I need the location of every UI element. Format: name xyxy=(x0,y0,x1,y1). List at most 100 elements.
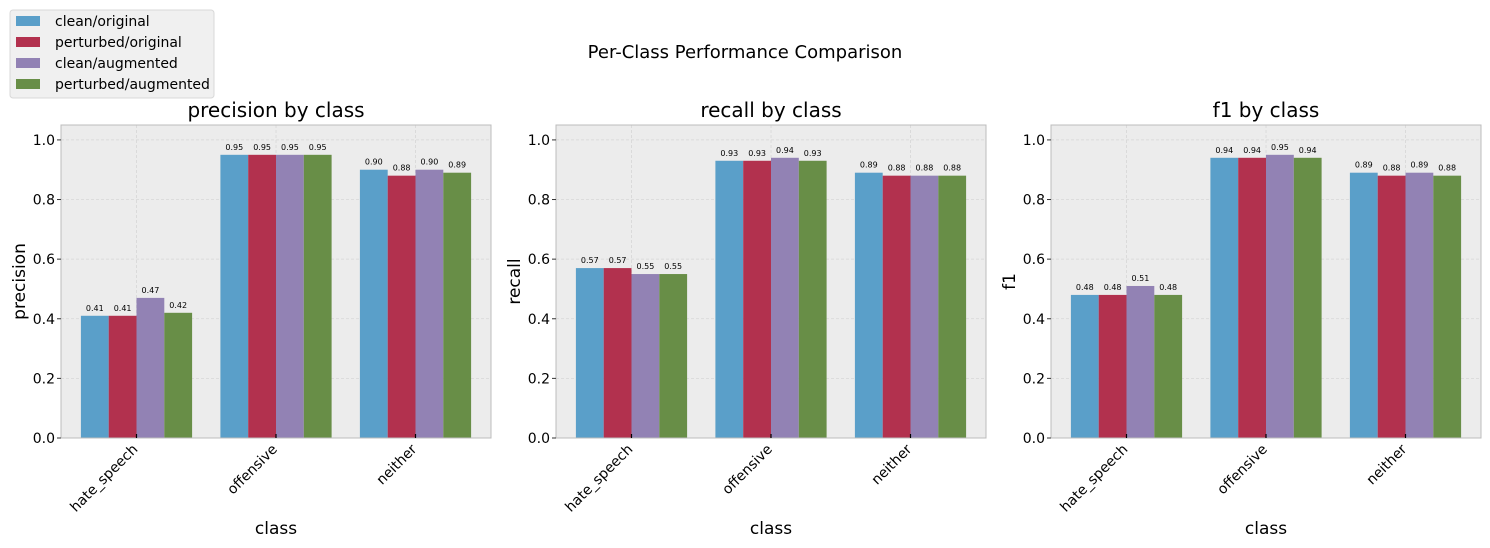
bar-value-label: 0.55 xyxy=(636,262,654,271)
bar-value-label: 0.90 xyxy=(365,158,383,167)
bar-value-label: 0.41 xyxy=(86,304,104,313)
bar xyxy=(771,157,799,439)
figure-title: Per-Class Performance Comparison xyxy=(588,42,903,63)
bar-value-label: 0.93 xyxy=(748,149,766,158)
bar-value-label: 0.93 xyxy=(804,149,822,158)
bar xyxy=(1070,294,1099,438)
bar-value-label: 0.57 xyxy=(609,256,627,265)
y-tick-label: 0.6 xyxy=(33,252,55,268)
bar xyxy=(659,274,688,438)
bar-value-label: 0.89 xyxy=(1410,161,1428,170)
x-tick-label: offensive xyxy=(224,442,280,498)
bar-value-label: 0.94 xyxy=(776,146,794,155)
bar-value-label: 0.88 xyxy=(393,164,411,173)
bar xyxy=(743,160,771,438)
panel-title: precision by class xyxy=(187,98,364,122)
bar xyxy=(603,268,632,438)
bar xyxy=(136,297,165,438)
x-tick-label: hate_speech xyxy=(1057,442,1131,516)
bar xyxy=(108,315,137,438)
y-tick-label: 0.8 xyxy=(1023,193,1045,209)
bar xyxy=(415,169,444,438)
bar xyxy=(1349,172,1378,438)
bar-value-label: 0.48 xyxy=(1104,283,1122,292)
chart-panels: 0.41 0.95 0.90 0.41 0.95 0.88 0.47 0.95 0.90 0.42… xyxy=(10,98,1482,539)
bar xyxy=(854,172,883,438)
y-tick-label: 0.4 xyxy=(1023,312,1045,328)
y-axis-label: recall xyxy=(505,258,525,304)
y-tick-label: 0.2 xyxy=(33,371,55,387)
legend-swatch xyxy=(16,79,40,89)
y-tick-label: 0.6 xyxy=(528,252,550,268)
x-axis-label: class xyxy=(255,519,297,539)
legend-swatch xyxy=(16,37,40,47)
bar xyxy=(1154,294,1183,438)
bar xyxy=(1210,157,1239,439)
bar-value-label: 0.57 xyxy=(581,256,599,265)
y-tick-label: 0.6 xyxy=(1023,252,1045,268)
bar xyxy=(1098,294,1127,438)
bar xyxy=(938,175,967,438)
bar-value-label: 0.90 xyxy=(420,158,438,167)
bar xyxy=(1377,175,1406,438)
x-tick-label: neither xyxy=(374,441,421,488)
bar-value-label: 0.89 xyxy=(1355,161,1373,170)
bar-value-label: 0.55 xyxy=(664,262,682,271)
bar xyxy=(276,154,304,439)
bar-value-label: 0.95 xyxy=(281,143,299,152)
legend-frame xyxy=(9,9,215,99)
y-axis-label: precision xyxy=(10,243,30,320)
bar xyxy=(80,315,109,438)
bar-value-label: 0.94 xyxy=(1243,146,1261,155)
x-axis-label: class xyxy=(1245,519,1287,539)
bar xyxy=(1293,157,1322,439)
x-tick-label: neither xyxy=(1364,441,1411,488)
y-tick-label: 0.0 xyxy=(1023,431,1045,447)
bar xyxy=(575,268,604,438)
bar-value-label: 0.88 xyxy=(915,164,933,173)
bar xyxy=(303,154,332,439)
bar-value-label: 0.48 xyxy=(1076,283,1094,292)
x-axis-label: class xyxy=(750,519,792,539)
bar xyxy=(910,175,939,438)
bar-value-label: 0.51 xyxy=(1131,274,1149,283)
panel-title: f1 by class xyxy=(1213,98,1320,122)
x-tick-label: offensive xyxy=(1214,442,1270,498)
bar-value-label: 0.95 xyxy=(309,143,327,152)
y-tick-label: 0.4 xyxy=(528,312,550,328)
legend-swatch xyxy=(16,16,40,26)
bar-value-label: 0.47 xyxy=(141,286,159,295)
bar xyxy=(798,160,827,438)
bar xyxy=(248,154,276,439)
x-tick-label: hate_speech xyxy=(562,442,636,516)
bar-value-label: 0.41 xyxy=(114,304,132,313)
bar-value-label: 0.95 xyxy=(253,143,271,152)
bar xyxy=(1266,154,1294,439)
bar xyxy=(164,312,193,438)
bar xyxy=(359,169,388,438)
legend-label: clean/original xyxy=(55,14,150,30)
bar-value-label: 0.89 xyxy=(448,161,466,170)
bar xyxy=(1405,172,1434,438)
bar-value-label: 0.42 xyxy=(169,301,187,310)
chart-panel-3: 0.48 0.94 0.89 0.48 0.94 0.88 0.51 0.95 0.89 0.48… xyxy=(1000,98,1482,539)
x-tick-label: hate_speech xyxy=(67,442,141,516)
bar-value-label: 0.94 xyxy=(1215,146,1233,155)
bar xyxy=(715,160,744,438)
bar xyxy=(1433,175,1462,438)
bar-value-label: 0.88 xyxy=(1383,164,1401,173)
bar-value-label: 0.88 xyxy=(1438,164,1456,173)
y-tick-label: 0.2 xyxy=(528,371,550,387)
y-tick-label: 0.0 xyxy=(33,431,55,447)
chart-panel-1: 0.41 0.95 0.90 0.41 0.95 0.88 0.47 0.95 0.90 0.42… xyxy=(10,98,492,539)
bar-value-label: 0.89 xyxy=(860,161,878,170)
y-axis-label: f1 xyxy=(1000,273,1020,290)
y-tick-label: 0.2 xyxy=(1023,371,1045,387)
bar-value-label: 0.88 xyxy=(943,164,961,173)
legend: clean/original perturbed/original clean/au… xyxy=(9,9,215,99)
bar-value-label: 0.95 xyxy=(1271,143,1289,152)
legend-label: perturbed/original xyxy=(55,35,182,51)
chart-panel-2: 0.57 0.93 0.89 0.57 0.93 0.88 0.55 0.94 0.88 0.55… xyxy=(505,98,987,539)
y-tick-label: 1.0 xyxy=(1023,133,1045,149)
